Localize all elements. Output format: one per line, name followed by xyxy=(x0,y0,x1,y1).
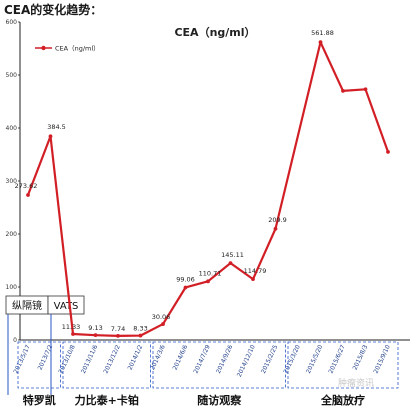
data-label: 9.13 xyxy=(88,324,102,332)
data-label: 7.74 xyxy=(111,325,125,333)
data-label: 11.33 xyxy=(62,323,81,331)
watermark-text: 肿瘤资讯 xyxy=(338,377,374,389)
data-point xyxy=(341,89,345,93)
phase-label: 随访观察 xyxy=(197,393,242,407)
x-tick-label: 2013/5/17 xyxy=(12,344,31,375)
page-title: CEA的变化趋势： xyxy=(4,3,103,17)
data-label: 110.71 xyxy=(199,269,222,277)
data-point xyxy=(161,322,165,326)
data-label: 209.9 xyxy=(268,216,287,224)
y-tick-label: 500 xyxy=(6,72,18,79)
data-label: 145.11 xyxy=(221,251,244,259)
x-tick-label: 2013/7/2 xyxy=(37,344,55,372)
x-tick-label: 2015/5/20 xyxy=(305,344,324,375)
y-tick-label: 400 xyxy=(6,125,18,132)
x-tick-label: 2013/12/2 xyxy=(102,344,121,375)
phase-label: 力比泰+卡铂 xyxy=(75,393,139,407)
x-tick-label: 2015/2/25 xyxy=(260,344,279,375)
surgery-box xyxy=(47,295,85,315)
phase-label: 全脑放疗 xyxy=(320,393,365,407)
y-tick-label: 0 xyxy=(13,337,17,344)
data-label: 384.5 xyxy=(47,123,66,131)
data-label: 561.88 xyxy=(311,29,334,37)
x-tick-label: 2015/6/27 xyxy=(327,344,346,375)
x-tick-label: 2014/7/29 xyxy=(192,344,211,375)
phase-bracket xyxy=(17,341,61,389)
data-label: 99.06 xyxy=(176,275,195,283)
x-tick-label: 2015/9/10 xyxy=(372,344,391,375)
data-point xyxy=(116,333,120,338)
cea-series-line xyxy=(26,41,390,337)
data-point xyxy=(251,277,255,282)
data-point xyxy=(71,332,75,336)
data-point xyxy=(318,40,323,45)
legend-label: CEA（ng/ml） xyxy=(55,45,100,53)
x-tick-label: 2014/6/6 xyxy=(172,344,190,372)
y-tick-label: 200 xyxy=(6,231,18,238)
surgery-label: VATS xyxy=(54,301,79,312)
data-point xyxy=(363,87,368,92)
data-point xyxy=(273,226,278,231)
x-tick-label: 2015/8/3 xyxy=(352,344,370,372)
data-point xyxy=(93,333,98,338)
phase-bracket xyxy=(287,341,399,389)
x-tick-label: 2014/12/10 xyxy=(236,344,257,378)
data-point xyxy=(138,333,143,338)
x-tick-label: 2014/1/2 xyxy=(127,344,145,372)
data-label: 273.62 xyxy=(15,182,38,190)
data-point xyxy=(386,149,390,154)
phase-bracket xyxy=(152,341,286,389)
phase-label: 特罗凯 xyxy=(23,393,56,407)
legend-marker xyxy=(41,45,46,51)
chart-title: CEA（ng/ml） xyxy=(174,26,255,39)
y-tick-label: 600 xyxy=(6,19,18,26)
data-label: 30.06 xyxy=(152,313,171,321)
y-tick-label: 100 xyxy=(6,284,18,291)
y-tick-label: 300 xyxy=(6,178,18,185)
data-label: 114.79 xyxy=(244,267,267,275)
data-point xyxy=(48,134,53,139)
data-point xyxy=(183,285,188,290)
surgery-label: 纵隔镜 xyxy=(12,299,42,312)
data-point xyxy=(26,193,30,197)
phase-bracket xyxy=(62,341,151,389)
x-tick-label: 2014/9/26 xyxy=(215,344,234,375)
legend: CEA（ng/ml） xyxy=(35,45,100,53)
data-label: 8.33 xyxy=(133,325,147,333)
data-point xyxy=(228,261,233,265)
x-tick-label: 2014/3/6 xyxy=(149,344,167,372)
x-tick-label: 2013/11/6 xyxy=(80,344,99,375)
data-point xyxy=(206,279,210,284)
